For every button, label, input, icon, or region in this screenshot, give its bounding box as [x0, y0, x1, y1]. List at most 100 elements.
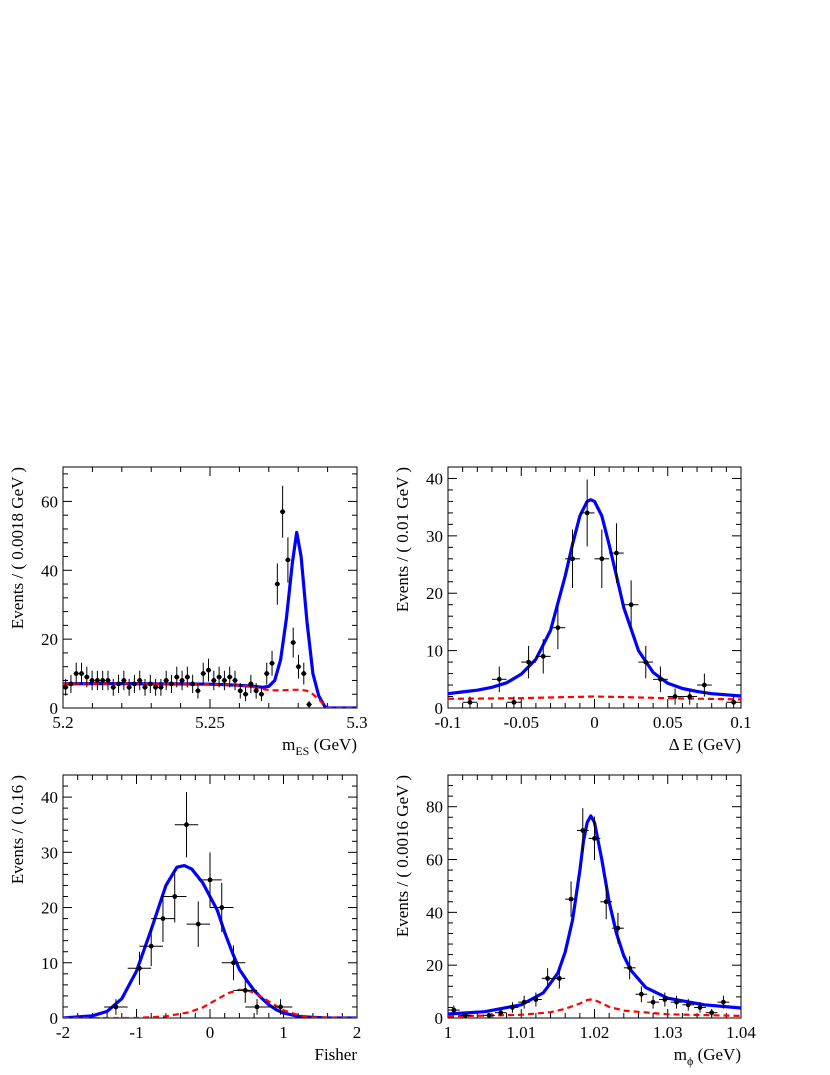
data-point-marker — [200, 671, 206, 676]
x-tick-label: 0.05 — [653, 713, 683, 732]
y-tick-label: 20 — [41, 630, 58, 649]
data-point-marker — [121, 678, 127, 683]
data-point — [200, 662, 206, 685]
data-point-marker — [526, 659, 531, 665]
data-point — [245, 999, 269, 1015]
data-point — [137, 670, 143, 691]
y-tick-label: 0 — [435, 699, 444, 718]
data-point-marker — [184, 822, 189, 828]
data-point — [550, 606, 566, 650]
data-point-marker — [132, 681, 137, 687]
data-point-marker — [113, 1004, 119, 1010]
y-tick-label: 20 — [426, 584, 443, 603]
data-point-marker — [511, 699, 517, 705]
data-point — [647, 995, 659, 1009]
data-point-marker — [105, 678, 111, 683]
data-point — [151, 895, 175, 943]
data-point — [258, 687, 265, 702]
y-axis-title: Events / ( 0.01 GeV ) — [393, 467, 412, 612]
data-point-marker — [627, 965, 633, 971]
data-point — [609, 523, 624, 583]
data-point — [105, 670, 111, 691]
data-point — [279, 485, 286, 538]
data-point-marker — [231, 960, 236, 966]
data-point-marker — [243, 691, 248, 697]
data-point-marker — [142, 684, 148, 690]
data-point-marker — [179, 678, 185, 683]
data-point — [184, 666, 191, 688]
data-point-marker — [73, 671, 79, 676]
data-point — [237, 683, 243, 699]
data-point-marker — [184, 674, 190, 680]
data-point-marker — [731, 699, 737, 705]
data-point — [152, 678, 159, 696]
x-tick-label: -1 — [129, 1023, 143, 1042]
data-point-marker — [237, 688, 243, 694]
data-point-marker — [603, 899, 609, 905]
data-point-marker — [94, 678, 100, 683]
x-axis-title: Δ E (GeV) — [669, 735, 741, 754]
y-tick-label: 40 — [41, 561, 58, 580]
data-point-marker — [227, 674, 233, 680]
data-point-marker — [207, 877, 213, 883]
data-point-marker — [137, 965, 142, 971]
plot-frame — [447, 774, 742, 1019]
y-tick-label: 30 — [426, 527, 443, 546]
data-point-marker — [496, 676, 502, 682]
data-point — [638, 645, 654, 679]
data-point-marker — [521, 999, 527, 1005]
data-point — [565, 881, 577, 917]
data-point-marker — [301, 671, 307, 676]
y-tick-label: 20 — [41, 899, 58, 918]
data-point — [594, 529, 610, 589]
data-point — [269, 650, 275, 676]
data-point — [227, 666, 233, 688]
background-fit-curve — [448, 998, 741, 1018]
data-point — [179, 670, 185, 691]
data-point-marker — [163, 678, 169, 683]
data-point — [89, 670, 95, 691]
x-axis-title-main: Δ E — [669, 735, 694, 754]
data-point — [530, 992, 542, 1007]
data-point-marker — [556, 975, 562, 981]
data-point-marker — [285, 557, 291, 563]
data-point — [459, 1012, 472, 1018]
data-point-marker — [674, 999, 679, 1005]
data-point-marker — [147, 681, 153, 687]
data-point — [198, 852, 222, 908]
x-tick-label: 2 — [353, 1023, 362, 1042]
y-tick-label: 0 — [50, 699, 59, 718]
background-fit-curve — [448, 695, 741, 701]
data-point — [94, 670, 101, 691]
background-fit-curve — [63, 988, 357, 1018]
total-fit-curve — [448, 498, 741, 698]
data-point — [100, 670, 106, 691]
x-tick-label: 1.03 — [653, 1023, 683, 1042]
data-point-marker — [498, 1010, 504, 1016]
data-point-marker — [278, 1004, 283, 1010]
y-tick-label: 20 — [426, 956, 443, 975]
x-tick-label: -0.1 — [435, 713, 462, 732]
y-tick-label: 30 — [41, 843, 58, 862]
data-point — [147, 674, 153, 694]
x-tick-label: 1.04 — [726, 1023, 756, 1042]
data-point-marker — [153, 684, 159, 690]
x-axis-title: mES (GeV) — [282, 735, 357, 758]
data-point-marker — [584, 510, 590, 516]
data-point-marker — [592, 835, 597, 841]
data-point-marker — [254, 1004, 260, 1010]
data-point-marker — [568, 896, 574, 902]
x-tick-label: 0 — [206, 1023, 215, 1042]
data-point — [221, 670, 228, 691]
y-tick-label: 40 — [41, 788, 58, 807]
data-point-marker — [158, 684, 164, 690]
data-point-marker — [290, 640, 296, 645]
data-point — [506, 1002, 519, 1013]
data-point — [163, 670, 169, 691]
data-point — [210, 882, 234, 933]
data-point-marker — [100, 678, 106, 683]
x-axis-title-subscript: ES — [295, 744, 309, 758]
x-axis-title-unit: (GeV) — [693, 1045, 741, 1064]
